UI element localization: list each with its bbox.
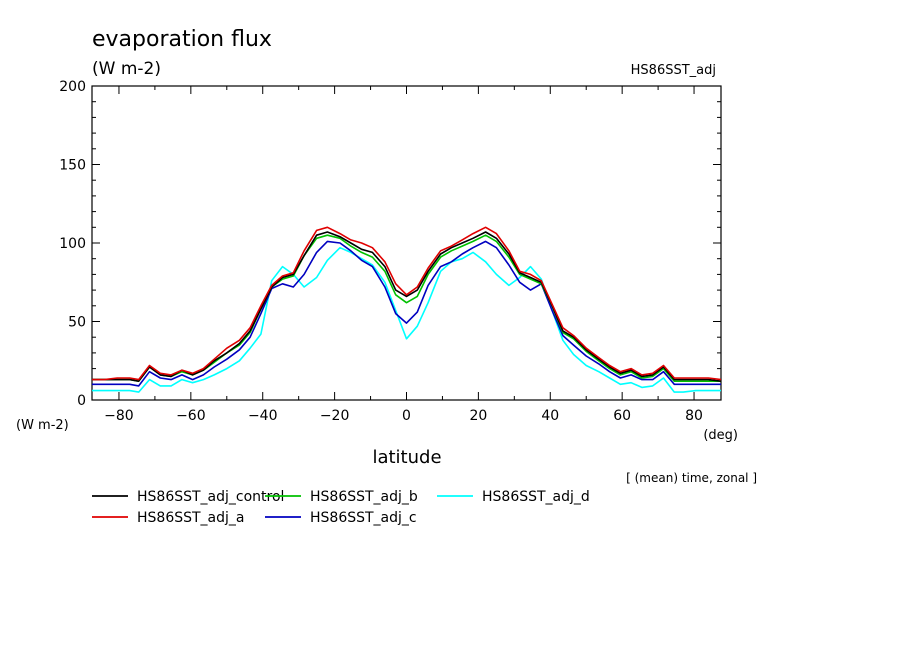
series-line-HS86SST_adj_d xyxy=(92,246,721,393)
legend-label: HS86SST_adj_b xyxy=(310,489,418,505)
x-tick-label: 0 xyxy=(402,408,411,424)
x-tick-label: 20 xyxy=(469,408,487,424)
y-tick-label: 50 xyxy=(68,315,86,331)
x-tick-label: 40 xyxy=(541,408,559,424)
x-tick-label: −80 xyxy=(104,408,134,424)
y-tick-label: 0 xyxy=(77,393,86,409)
data-lines xyxy=(92,226,722,393)
experiment-label: HS86SST_adj xyxy=(631,63,716,78)
legend-label: HS86SST_adj_c xyxy=(310,510,417,526)
plot-frame xyxy=(91,85,722,401)
series-line-HS86SST_adj_control xyxy=(92,231,722,383)
chart-title: evaporation flux xyxy=(92,27,272,52)
x-axis-title: latitude xyxy=(372,447,441,468)
x-tick-label: 60 xyxy=(613,408,631,424)
x-tick-labels: −80 −60 −40 −20 0 20 40 60 80 xyxy=(104,408,703,424)
y-unit-label: (W m-2) xyxy=(16,418,69,433)
series-line-HS86SST_adj_b xyxy=(92,234,721,383)
y-tick-label: 100 xyxy=(59,236,86,252)
x-unit-label: (deg) xyxy=(703,428,738,443)
y-tick-label: 150 xyxy=(59,158,86,174)
x-tick-label: −20 xyxy=(320,408,350,424)
legend-label: HS86SST_adj_control xyxy=(137,489,284,505)
chart-subtitle: (W m-2) xyxy=(92,59,161,79)
y-tick-label: 200 xyxy=(59,79,86,95)
legend-label: HS86SST_adj_d xyxy=(482,489,590,505)
x-tick-label: −60 xyxy=(176,408,206,424)
y-tick-labels: 0 50 100 150 200 xyxy=(59,79,86,409)
x-tick-label: 80 xyxy=(685,408,703,424)
x-tick-label: −40 xyxy=(248,408,278,424)
series-line-HS86SST_adj_a xyxy=(92,226,722,381)
legend-label: HS86SST_adj_a xyxy=(137,510,245,526)
legend: HS86SST_adj_control HS86SST_adj_b HS86SST_… xyxy=(92,489,590,526)
series-line-HS86SST_adj_c xyxy=(92,240,721,387)
tick-marks xyxy=(92,85,721,401)
mean-note: [ (mean) time, zonal ] xyxy=(626,471,757,485)
